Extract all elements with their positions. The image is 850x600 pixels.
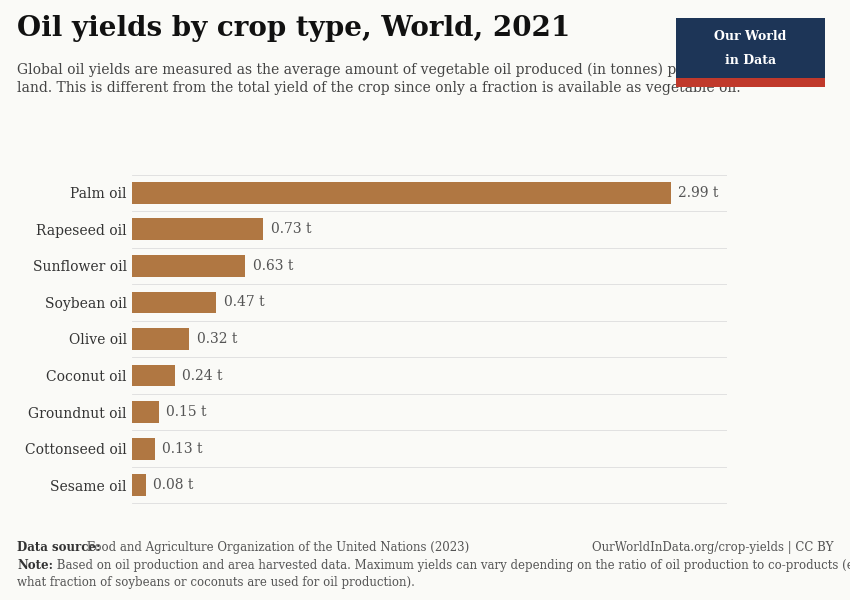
Text: Global oil yields are measured as the average amount of vegetable oil produced (: Global oil yields are measured as the av… <box>17 63 768 77</box>
Text: Our World: Our World <box>714 30 786 43</box>
Text: 0.32 t: 0.32 t <box>196 332 237 346</box>
Text: 0.15 t: 0.15 t <box>166 405 207 419</box>
Bar <box>132 292 217 313</box>
Text: 0.47 t: 0.47 t <box>224 295 264 310</box>
Text: 2.99 t: 2.99 t <box>678 186 718 200</box>
Text: 0.08 t: 0.08 t <box>153 478 194 492</box>
Text: Data source:: Data source: <box>17 541 100 554</box>
Bar <box>132 218 264 241</box>
Bar <box>132 401 159 423</box>
Text: 0.63 t: 0.63 t <box>252 259 293 273</box>
Bar <box>132 365 175 386</box>
Text: Note:: Note: <box>17 559 53 572</box>
Text: 0.24 t: 0.24 t <box>182 368 223 383</box>
Bar <box>132 255 246 277</box>
Text: Food and Agriculture Organization of the United Nations (2023): Food and Agriculture Organization of the… <box>83 541 469 554</box>
Text: 0.13 t: 0.13 t <box>162 442 203 455</box>
Text: what fraction of soybeans or coconuts are used for oil production).: what fraction of soybeans or coconuts ar… <box>17 576 415 589</box>
Bar <box>132 474 146 496</box>
Text: land. This is different from the total yield of the crop since only a fraction i: land. This is different from the total y… <box>17 81 740 95</box>
Text: OurWorldInData.org/crop-yields | CC BY: OurWorldInData.org/crop-yields | CC BY <box>592 541 833 554</box>
Text: Based on oil production and area harvested data. Maximum yields can vary dependi: Based on oil production and area harvest… <box>53 559 850 572</box>
Text: in Data: in Data <box>724 54 776 67</box>
Bar <box>132 437 156 460</box>
Text: 0.73 t: 0.73 t <box>270 223 311 236</box>
Bar <box>132 182 671 204</box>
Bar <box>132 328 190 350</box>
Text: Oil yields by crop type, World, 2021: Oil yields by crop type, World, 2021 <box>17 15 570 42</box>
